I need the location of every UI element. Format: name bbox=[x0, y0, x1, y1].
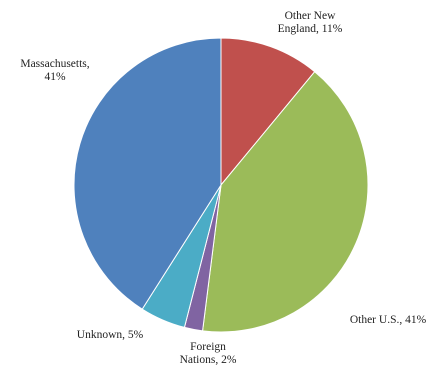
slice-label-foreign-nations: Foreign Nations, 2% bbox=[180, 341, 237, 366]
slice-label-massachusetts: Massachusetts, 41% bbox=[20, 58, 89, 83]
pie-slice-other-new-england bbox=[220, 37, 316, 187]
pie-slice-other-u-s- bbox=[202, 71, 369, 333]
slice-label-line: Foreign bbox=[190, 341, 226, 353]
slice-label-line: 41% bbox=[44, 71, 66, 83]
slice-label-other-u-s-: Other U.S., 41% bbox=[350, 314, 427, 326]
slice-label-line: England, 11% bbox=[278, 23, 343, 35]
slice-label-unknown: Unknown, 5% bbox=[77, 329, 144, 341]
slice-labels: Other New England, 11% Other U.S., 41% Fore… bbox=[20, 10, 426, 366]
slice-label-other-new-england: Other New England, 11% bbox=[278, 10, 343, 35]
slice-label-line: Massachusetts, bbox=[20, 58, 89, 70]
slice-label-line: Other U.S., 41% bbox=[350, 314, 427, 326]
slice-label-line: Other New bbox=[285, 10, 336, 22]
pie-slices bbox=[73, 37, 369, 333]
slice-label-line: Unknown, 5% bbox=[77, 329, 144, 341]
pie-slice-massachusetts bbox=[73, 37, 222, 310]
slice-label-line: Nations, 2% bbox=[180, 354, 237, 366]
